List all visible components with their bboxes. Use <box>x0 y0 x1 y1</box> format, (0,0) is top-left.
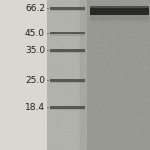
Bar <box>46 0 87 150</box>
Bar <box>90 15 148 16</box>
Bar <box>90 22 148 23</box>
Bar <box>50 106 85 109</box>
Text: 45.0: 45.0 <box>25 28 45 38</box>
Bar <box>90 20 148 21</box>
Bar <box>50 52 85 53</box>
Text: 66.2: 66.2 <box>25 4 45 13</box>
Text: 35.0: 35.0 <box>25 46 45 55</box>
Bar <box>90 17 148 19</box>
Bar <box>50 7 85 10</box>
Bar <box>87 0 150 150</box>
Bar <box>50 34 85 36</box>
Bar <box>50 109 85 110</box>
Bar <box>90 6 148 8</box>
Bar <box>0 0 46 150</box>
Bar <box>50 10 85 11</box>
Text: 25.0: 25.0 <box>25 76 45 85</box>
Bar <box>50 79 85 82</box>
Bar <box>50 82 85 83</box>
Text: 18.4: 18.4 <box>25 103 45 112</box>
Bar <box>50 32 85 34</box>
Bar <box>90 21 148 22</box>
Bar <box>90 16 148 17</box>
Bar <box>90 14 148 15</box>
Bar <box>50 49 85 52</box>
Bar <box>90 18 148 20</box>
Bar <box>90 7 148 15</box>
